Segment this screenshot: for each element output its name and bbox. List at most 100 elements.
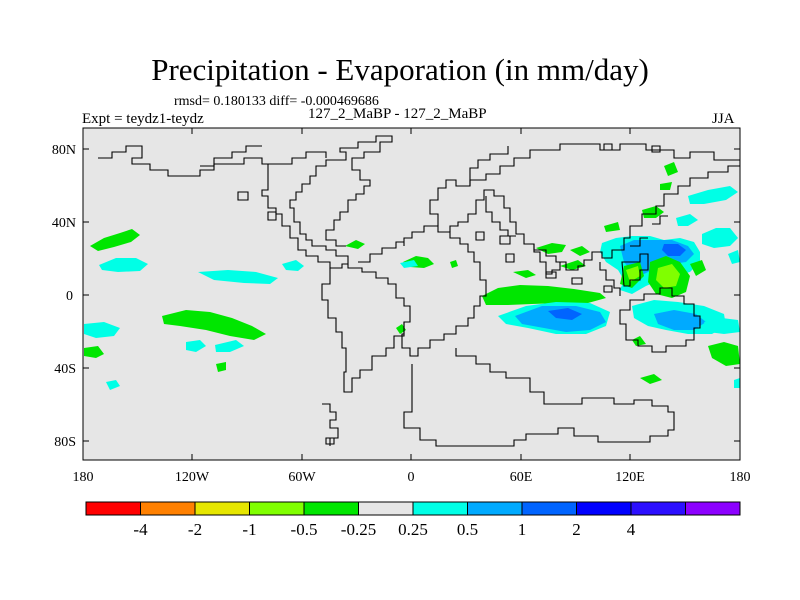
field-green bbox=[345, 240, 365, 249]
coastline-island bbox=[475, 231, 485, 241]
colorbar-swatch bbox=[521, 501, 577, 516]
colorbar-swatch bbox=[358, 501, 414, 516]
field-cyan bbox=[704, 318, 740, 334]
field-green bbox=[664, 162, 678, 176]
colorbar: -4 -2 -1 -0.5 -0.25 0.25 0.5 1 2 4 bbox=[85, 501, 741, 539]
colorbar-label: -0.25 bbox=[341, 520, 376, 539]
coastlines bbox=[98, 135, 740, 447]
coastline-africa bbox=[401, 225, 487, 357]
field-blue bbox=[515, 306, 606, 332]
field-green bbox=[690, 260, 706, 276]
field-cyan bbox=[688, 186, 738, 204]
lat-tick-label: 0 bbox=[66, 289, 73, 304]
colorbar-swatch bbox=[630, 501, 686, 516]
coastline-island bbox=[603, 285, 613, 293]
lon-tick-label: 120E bbox=[615, 470, 645, 485]
field-green bbox=[604, 222, 620, 232]
field-green bbox=[513, 270, 536, 278]
colorbar-swatch bbox=[85, 501, 141, 516]
field-green bbox=[660, 182, 672, 190]
coastline-greenland bbox=[268, 151, 327, 165]
colorbar-label: 0.5 bbox=[457, 520, 478, 539]
coastline-eurasia bbox=[429, 143, 740, 271]
coastline-antarctica bbox=[403, 348, 675, 447]
coastline-island bbox=[325, 437, 335, 445]
lon-tick-label: 60E bbox=[510, 470, 533, 485]
colorbar-label: -4 bbox=[133, 520, 148, 539]
lon-tick-label: 120W bbox=[175, 470, 210, 485]
coastline-island bbox=[571, 277, 583, 285]
colorbar-label: -2 bbox=[188, 520, 202, 539]
coastline-island bbox=[603, 143, 613, 151]
lon-tick-labels: 180 120W 60W 0 60E 120E 180 bbox=[73, 470, 751, 485]
coastline-island bbox=[621, 253, 649, 287]
field-green bbox=[90, 229, 140, 251]
colorbar-swatch bbox=[467, 501, 523, 516]
field-yellow-green bbox=[626, 266, 640, 282]
coastline-island bbox=[267, 211, 277, 221]
coastline-island bbox=[651, 145, 661, 153]
colorbar-label: 0.25 bbox=[398, 520, 428, 539]
field-cyan bbox=[186, 340, 206, 352]
field-cyan bbox=[734, 378, 740, 388]
coastline-island bbox=[505, 253, 515, 263]
colorbar-swatch bbox=[140, 501, 196, 516]
field-cyan bbox=[215, 340, 244, 352]
field-green bbox=[708, 342, 740, 366]
field-cyan bbox=[400, 260, 418, 268]
field-green bbox=[482, 285, 606, 305]
field-blue bbox=[548, 308, 582, 320]
field-green bbox=[84, 346, 104, 358]
colorbar-label: 2 bbox=[572, 520, 581, 539]
coastline-island bbox=[652, 215, 668, 225]
anomaly-fields bbox=[84, 162, 740, 390]
expt-name: 127_2_MaBP - 127_2_MaBP bbox=[308, 106, 487, 122]
lon-tick-label: 180 bbox=[730, 470, 751, 485]
lon-tick-label: 60W bbox=[288, 470, 316, 485]
lat-tick-label: 80N bbox=[52, 143, 76, 158]
coastline-island bbox=[499, 235, 511, 245]
colorbar-label: 4 bbox=[627, 520, 636, 539]
field-cyan bbox=[282, 260, 304, 271]
field-blue bbox=[654, 310, 706, 330]
colorbar-swatch bbox=[576, 501, 632, 516]
lat-tick-label: 40S bbox=[54, 362, 76, 377]
lat-tick-label: 80S bbox=[54, 435, 76, 450]
field-green bbox=[640, 374, 662, 384]
coastline-india bbox=[533, 244, 561, 275]
field-green bbox=[632, 336, 646, 346]
coastline-island bbox=[545, 271, 557, 279]
field-green bbox=[216, 362, 226, 372]
colorbar-swatch bbox=[303, 501, 359, 516]
field-cyan bbox=[676, 214, 698, 226]
colorbar-label: -0.5 bbox=[291, 520, 318, 539]
field-green bbox=[536, 243, 566, 254]
field-cyan bbox=[106, 380, 120, 390]
coastline-arabia bbox=[485, 196, 516, 237]
coastline-canada-island bbox=[200, 145, 262, 167]
colorbar-swatch bbox=[194, 501, 250, 516]
field-cyan bbox=[702, 228, 738, 248]
coastline-south-america bbox=[321, 264, 411, 393]
lon-axis bbox=[191, 128, 631, 460]
field-cyan bbox=[84, 322, 120, 338]
coastline-antarctic-peninsula bbox=[322, 403, 339, 446]
field-green bbox=[642, 206, 664, 218]
field-green bbox=[570, 246, 590, 256]
lat-tick-label: 40N bbox=[52, 216, 76, 231]
coastline-north-america bbox=[98, 135, 393, 269]
coastline-southeast-asia bbox=[599, 262, 621, 296]
lat-tick-labels: 80N 40N 0 40S 80S bbox=[52, 143, 76, 450]
expt-label: Expt = teydz1-teydz bbox=[82, 111, 204, 127]
field-cyan bbox=[99, 258, 148, 272]
plot-title: Precipitation - Evaporation (in mm/day) bbox=[151, 52, 649, 87]
colorbar-label: 1 bbox=[518, 520, 527, 539]
colorbar-swatch bbox=[249, 501, 305, 516]
coastline-europe-north bbox=[469, 146, 509, 186]
coastline-australia bbox=[619, 287, 701, 353]
field-cyan bbox=[728, 250, 740, 264]
coastline-island bbox=[630, 237, 648, 247]
coastline-africa-north bbox=[358, 241, 404, 263]
field-green bbox=[162, 310, 266, 340]
